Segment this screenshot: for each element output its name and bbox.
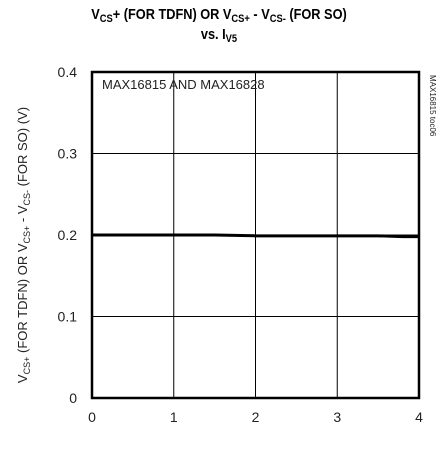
x-tick-label: 1 (170, 409, 178, 425)
y-axis-label-part: (FOR SO) (V) (15, 107, 30, 190)
x-axis-ticks: 0 1 2 3 4 (88, 409, 423, 425)
x-tick-label: 4 (415, 409, 423, 425)
y-tick-label: 0.2 (58, 227, 78, 243)
y-tick-label: 0.4 (58, 64, 78, 80)
y-axis-label-part: CS+ (22, 357, 32, 375)
y-axis-ticks: 0 0.1 0.2 0.3 0.4 (58, 64, 78, 406)
y-axis-label-part: CS+ (22, 226, 32, 244)
y-axis-label-part: CS- (22, 190, 32, 206)
y-tick-label: 0 (69, 390, 77, 406)
series-line (92, 233, 419, 239)
y-axis-label-part: V (15, 374, 30, 383)
chart-title-line-2: vs. IV5 (200, 26, 238, 45)
y-tick-label: 0.3 (58, 146, 78, 162)
chart-title-line-1: VCS+ (FOR TDFN) OR VCS+ - VCS- (FOR SO) (91, 6, 347, 25)
series-group (92, 233, 419, 239)
x-tick-label: 0 (88, 409, 96, 425)
side-label: MAX16815 toc06 (428, 75, 437, 137)
y-axis-label-part: (FOR TDFN) OR V (15, 243, 30, 356)
y-tick-label: 0.1 (58, 309, 78, 325)
y-axis-label-part: - V (15, 205, 30, 226)
chart-annotation: MAX16815 AND MAX16828 (102, 77, 265, 92)
x-tick-label: 3 (333, 409, 341, 425)
x-tick-label: 2 (252, 409, 260, 425)
y-axis-label: VCS+ (FOR TDFN) OR VCS+ - VCS- (FOR SO) … (15, 107, 32, 383)
